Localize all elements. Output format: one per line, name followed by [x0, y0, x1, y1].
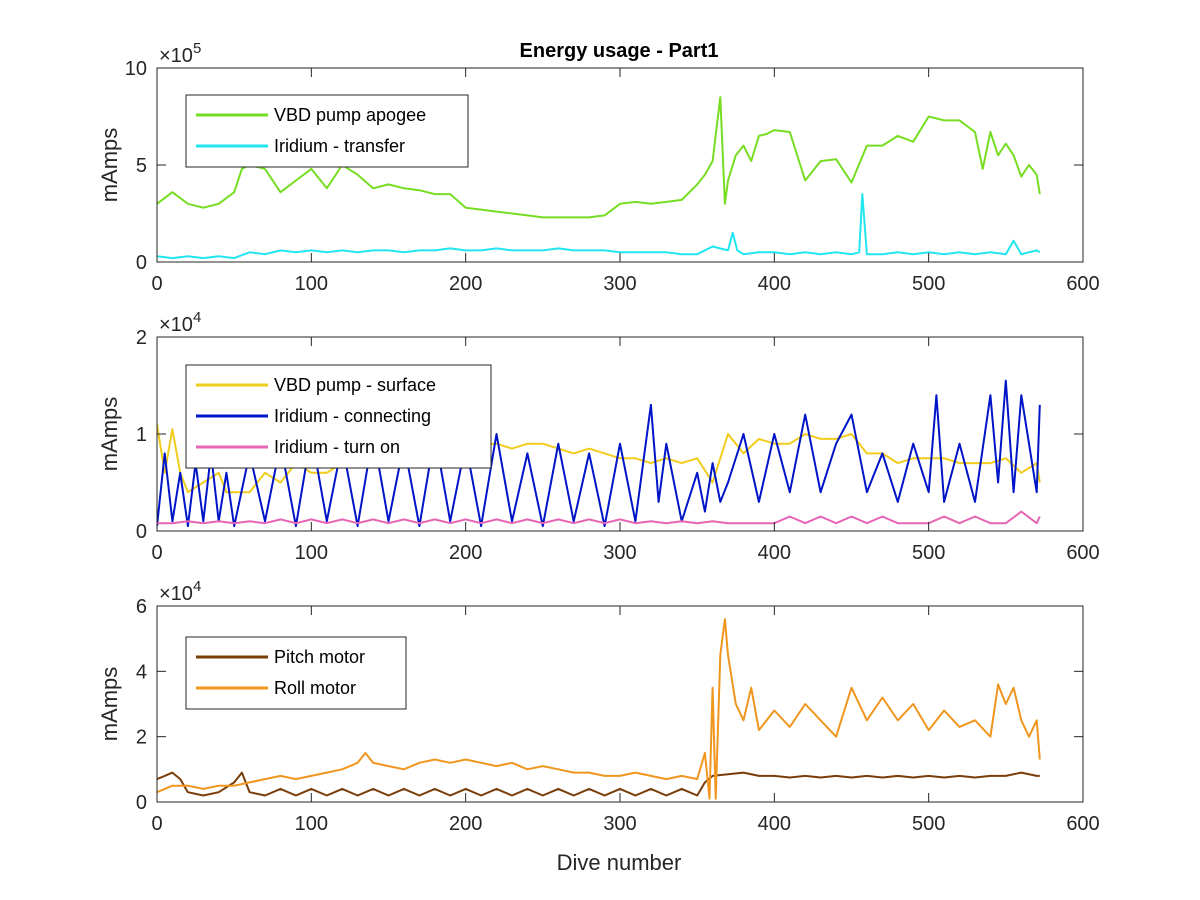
series-line-1: [157, 424, 1041, 494]
series-line-1: [157, 771, 1040, 797]
legend: VBD pump - surface Iridium - connecting Ir…: [185, 364, 492, 469]
legend-label-1: Pitch motor: [274, 647, 365, 667]
legend-label-2: Roll motor: [274, 678, 356, 698]
y-tick-label: 10: [125, 58, 147, 80]
y-axis-multiplier: ×105: [159, 40, 201, 67]
x-tick-label: 600: [1066, 813, 1099, 835]
series-line-1: [157, 96, 1041, 219]
y-tick-label: 1: [136, 424, 147, 446]
y-tick-label: 4: [136, 661, 147, 683]
x-tick-label: 400: [758, 813, 791, 835]
x-tick-label: 500: [912, 542, 945, 564]
y-axis-exponent: 5: [193, 40, 201, 57]
x-tick-label: 500: [912, 813, 945, 835]
y-tick-label: 0: [136, 521, 147, 543]
panel-3: 0 100 200 300 400 500 600 0 2 4 6 ×104 mAmps Pitch mo…: [97, 578, 1100, 835]
x-tick-label: 200: [449, 273, 482, 295]
y-tick-label: 0: [136, 792, 147, 814]
x-tick-label: 300: [603, 542, 636, 564]
series-line-2: [157, 618, 1041, 800]
y-axis-label: mAmps: [97, 397, 122, 472]
series-group: [157, 379, 1041, 528]
y-axis-exponent: 4: [193, 309, 201, 326]
panel-2: 0 100 200 300 400 500 600 0 1 2 ×104 mAmps VBD pump …: [97, 309, 1100, 564]
y-axis-multiplier: ×104: [159, 578, 201, 605]
y-tick-label: 2: [136, 727, 147, 749]
figure-title: Energy usage - Part1: [520, 40, 719, 62]
x-tick-label: 100: [295, 813, 328, 835]
y-tick-label: 2: [136, 327, 147, 349]
legend-box: [185, 94, 469, 168]
x-tick-label: 0: [151, 273, 162, 295]
x-tick-label: 200: [449, 813, 482, 835]
y-tick-label: 6: [136, 596, 147, 618]
legend: VBD pump apogee Iridium - transfer: [185, 94, 469, 168]
y-axis-exponent: 4: [193, 578, 201, 595]
x-axis-label: Dive number: [557, 850, 682, 875]
legend-label-2: Iridium - connecting: [274, 406, 431, 426]
x-tick-label: 400: [758, 542, 791, 564]
legend-label-3: Iridium - turn on: [274, 437, 400, 457]
x-tick-label: 300: [603, 813, 636, 835]
x-tick-label: 500: [912, 273, 945, 295]
x-tick-label: 600: [1066, 542, 1099, 564]
legend-label-1: VBD pump - surface: [274, 375, 436, 395]
x-tick-label: 200: [449, 542, 482, 564]
x-tick-label: 400: [758, 273, 791, 295]
y-axis-multiplier: ×104: [159, 309, 201, 336]
y-tick-label: 5: [136, 155, 147, 177]
x-tick-label: 100: [295, 273, 328, 295]
x-tick-label: 0: [151, 542, 162, 564]
legend-label-2: Iridium - transfer: [274, 136, 405, 156]
x-tick-label: 0: [151, 813, 162, 835]
series-line-2: [157, 193, 1041, 260]
legend-label-1: VBD pump apogee: [274, 105, 426, 125]
legend: Pitch motor Roll motor: [185, 636, 407, 710]
series-line-3: [157, 510, 1041, 525]
x-tick-label: 600: [1066, 273, 1099, 295]
y-axis-label: mAmps: [97, 128, 122, 203]
series-group: [157, 618, 1041, 800]
x-tick-label: 300: [603, 273, 636, 295]
series-group: [157, 96, 1041, 260]
legend-box: [185, 636, 407, 710]
panel-1: 0 100 200 300 400 500 600 0 5 10 ×105 mAmps VBD pump…: [97, 40, 1100, 295]
series-line-2: [157, 379, 1041, 528]
y-axis-label: mAmps: [97, 667, 122, 742]
y-tick-label: 0: [136, 252, 147, 274]
x-tick-label: 100: [295, 542, 328, 564]
